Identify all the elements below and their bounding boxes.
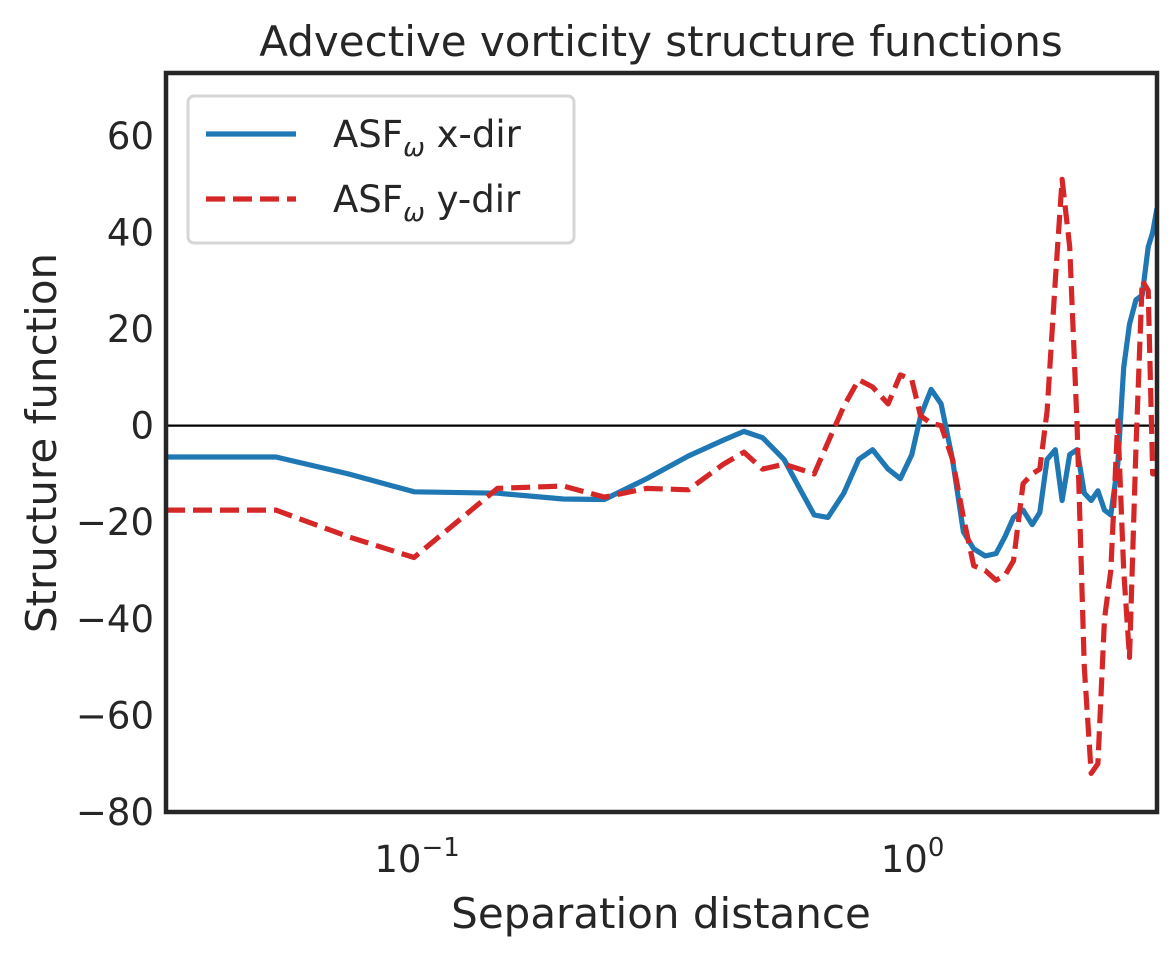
x-axis-label: Separation distance bbox=[451, 889, 871, 938]
y-tick-label: 40 bbox=[107, 211, 154, 254]
series-line-y-dir bbox=[166, 176, 1157, 777]
y-tick-label: −80 bbox=[76, 791, 154, 834]
x-tick-label: 100 bbox=[881, 833, 945, 881]
y-tick-label: −40 bbox=[76, 598, 154, 641]
axes-layer: −80 −60 −40 −20 0 20 40 60 10−1 100 bbox=[76, 70, 1160, 881]
y-tick-label: 60 bbox=[107, 115, 154, 158]
y-tick-label: −20 bbox=[76, 501, 154, 544]
chart-title: Advective vorticity structure functions bbox=[259, 17, 1062, 66]
series-line-x-dir bbox=[166, 207, 1157, 559]
plot-frame bbox=[163, 70, 1160, 815]
series-layer bbox=[166, 176, 1157, 777]
y-tick-label: 0 bbox=[130, 405, 154, 448]
legend-label: ASFω x-dir bbox=[333, 113, 522, 163]
y-tick-label: −60 bbox=[76, 694, 154, 737]
legend: ASFω x-dir ASFω y-dir bbox=[186, 94, 576, 245]
legend-label: ASFω y-dir bbox=[333, 178, 521, 228]
y-tick-label: 20 bbox=[107, 308, 154, 351]
x-tick-label: 10−1 bbox=[374, 833, 459, 881]
y-axis-label: Structure function bbox=[17, 253, 66, 633]
